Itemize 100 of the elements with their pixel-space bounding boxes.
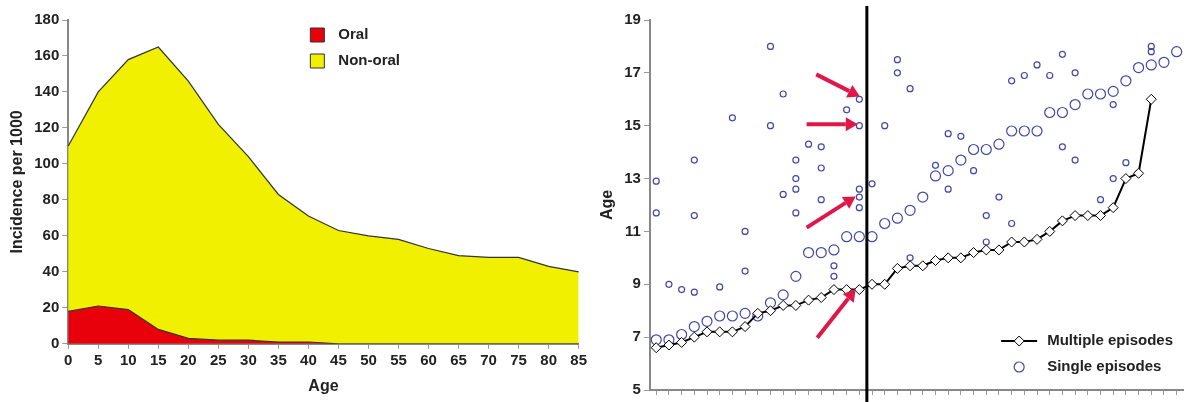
point <box>1147 48 1155 56</box>
point <box>855 193 863 201</box>
point <box>1020 71 1028 80</box>
point <box>1044 106 1056 119</box>
y-tick-label: 5 <box>632 380 641 398</box>
point <box>868 180 876 188</box>
point <box>792 209 800 217</box>
y-tick-label: 60 <box>42 226 60 244</box>
point <box>967 143 980 156</box>
legend-label: Single episodes <box>1047 357 1162 375</box>
point <box>817 164 825 172</box>
y-tick-label: 180 <box>34 10 60 28</box>
point <box>993 138 1005 150</box>
point <box>1171 46 1183 58</box>
point <box>1109 174 1117 183</box>
point <box>982 238 990 246</box>
point <box>929 255 941 266</box>
point <box>739 321 751 333</box>
point <box>980 143 992 156</box>
point <box>1046 71 1054 80</box>
x-tick-label: 75 <box>510 350 527 368</box>
point <box>904 260 916 272</box>
point <box>728 114 736 122</box>
point <box>1056 106 1069 119</box>
legend-label: Oral <box>338 25 369 43</box>
point <box>779 190 787 199</box>
point <box>929 170 942 182</box>
point <box>676 328 688 341</box>
point <box>803 294 815 306</box>
point <box>1145 59 1157 71</box>
point <box>1082 210 1094 222</box>
point <box>701 315 713 327</box>
y-tick-label: 7 <box>632 327 641 345</box>
point <box>690 156 698 164</box>
point <box>904 204 916 216</box>
point <box>650 342 662 354</box>
point <box>764 305 776 317</box>
point <box>931 161 940 169</box>
y-tick-label: 100 <box>34 154 60 172</box>
point <box>790 299 802 311</box>
point <box>1018 125 1030 137</box>
point <box>1094 210 1106 222</box>
point <box>1058 143 1067 151</box>
point <box>802 246 815 259</box>
point <box>944 130 952 138</box>
point <box>841 231 853 243</box>
point <box>1120 75 1132 87</box>
point <box>1071 69 1079 77</box>
point <box>968 247 980 259</box>
point <box>853 284 865 296</box>
y-tick-label: 0 <box>50 333 60 351</box>
point <box>766 42 775 51</box>
point <box>982 211 990 220</box>
point <box>1132 61 1145 74</box>
point <box>917 191 929 203</box>
point <box>828 244 840 256</box>
point <box>881 122 889 130</box>
x-tick-label: 50 <box>360 350 377 368</box>
x-tick-label: 15 <box>149 350 167 368</box>
point <box>779 90 787 98</box>
point <box>1107 85 1119 97</box>
x-tick-label: 25 <box>210 350 227 368</box>
point <box>879 278 891 290</box>
point <box>688 331 700 343</box>
x-axis-title: Age <box>308 376 339 394</box>
point <box>855 122 863 130</box>
point <box>690 288 698 296</box>
point <box>995 193 1003 201</box>
point <box>1158 56 1170 68</box>
point <box>955 252 967 264</box>
point <box>1056 215 1068 227</box>
point <box>741 267 749 275</box>
point <box>792 185 800 193</box>
point <box>714 310 726 322</box>
x-tick-label: 60 <box>420 350 437 368</box>
point <box>1133 167 1145 179</box>
x-tick-label: 20 <box>179 350 197 368</box>
point <box>853 231 865 243</box>
point <box>1094 88 1107 100</box>
y-tick-label: 20 <box>42 297 60 315</box>
x-tick-label: 85 <box>570 350 587 368</box>
point <box>663 339 675 351</box>
point <box>676 336 688 348</box>
point <box>716 283 724 291</box>
point <box>665 280 673 288</box>
x-tick-label: 45 <box>330 350 347 368</box>
y-tick-label: 160 <box>34 46 60 64</box>
y-tick-label: 80 <box>42 190 60 208</box>
point <box>690 211 698 220</box>
point <box>1069 210 1081 222</box>
x-tick-label: 70 <box>480 350 497 368</box>
point <box>1069 98 1081 111</box>
y-tick-label: 11 <box>625 221 641 239</box>
point <box>1122 159 1130 167</box>
point <box>764 297 777 309</box>
point <box>1006 125 1018 137</box>
point <box>1147 42 1155 51</box>
point <box>714 326 726 338</box>
point <box>815 246 827 259</box>
point <box>942 165 954 177</box>
